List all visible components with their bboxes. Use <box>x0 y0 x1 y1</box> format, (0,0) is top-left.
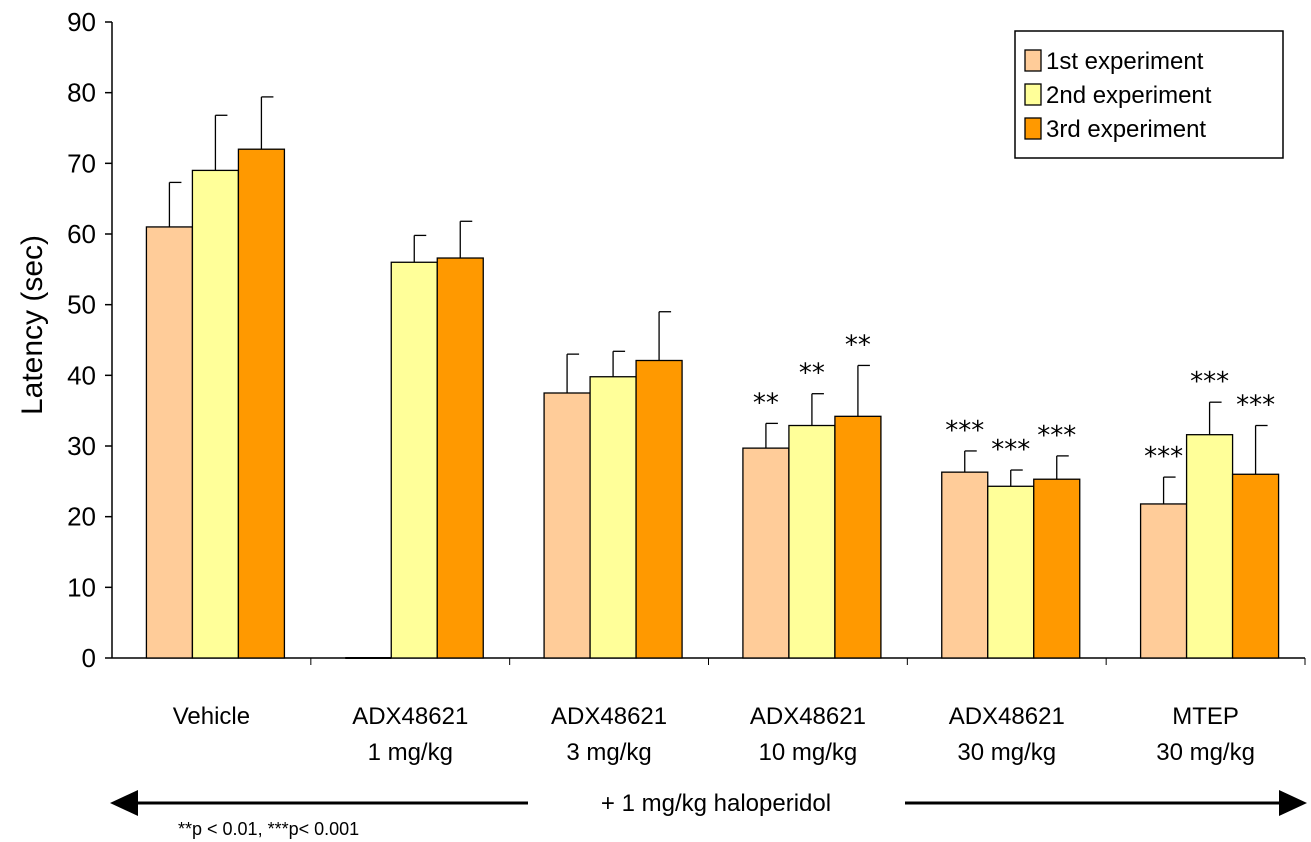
bar <box>237 148 286 659</box>
bar <box>941 471 989 659</box>
category-label: Vehicle <box>173 703 250 730</box>
category-label: ADX48621 <box>949 703 1065 730</box>
bar <box>788 424 836 659</box>
y-tick-label: 40 <box>67 360 96 390</box>
bar <box>987 485 1035 659</box>
legend-box <box>1014 30 1284 159</box>
category-label: 1 mg/kg <box>368 739 453 766</box>
legend: 1st experiment 2nd experiment 3rd experime… <box>1014 30 1284 159</box>
category-label: ADX48621 <box>352 703 468 730</box>
legend-swatch <box>1024 49 1042 72</box>
y-tick-label: 90 <box>67 7 96 37</box>
haloperidol-arrow: + 1 mg/kg haloperidol <box>110 790 1307 817</box>
legend-label: 3rd experiment <box>1046 116 1206 143</box>
legend-swatch <box>1024 83 1042 106</box>
category-label: ADX48621 <box>750 703 866 730</box>
y-tick-label: 30 <box>67 431 96 461</box>
category-label: 10 mg/kg <box>759 739 858 766</box>
bar <box>145 226 194 659</box>
y-tick-label: 20 <box>67 502 96 532</box>
significance-marker: *** <box>1190 367 1229 397</box>
category-label: ADX48621 <box>551 703 667 730</box>
bar <box>191 169 240 659</box>
category-label: 3 mg/kg <box>566 739 651 766</box>
y-tick-label: 10 <box>67 572 96 602</box>
category-label: 30 mg/kg <box>1156 739 1255 766</box>
y-axis-label: Latency (sec) <box>16 235 49 415</box>
bar <box>589 376 637 659</box>
legend-swatch <box>1024 117 1042 140</box>
category-label: 30 mg/kg <box>957 739 1056 766</box>
bar <box>1139 503 1188 659</box>
legend-label: 2nd experiment <box>1046 82 1212 109</box>
y-tick-label: 70 <box>67 148 96 178</box>
bar <box>742 447 790 659</box>
significance-marker: ** <box>753 388 779 418</box>
bar <box>834 415 882 659</box>
significance-markers: ************ ************ <box>753 330 1275 472</box>
category-label: MTEP <box>1172 703 1239 730</box>
bar <box>1185 434 1234 659</box>
x-axis <box>112 657 1306 665</box>
error-bars <box>168 96 1268 504</box>
legend-label: 1st experiment <box>1046 48 1204 75</box>
category-labels: Vehicle ADX48621 1 mg/kg ADX48621 3 mg/kg ADX… <box>173 703 1255 766</box>
bar <box>543 392 591 659</box>
significance-marker: *** <box>1236 391 1275 421</box>
bar <box>1231 473 1280 659</box>
significance-marker: *** <box>991 435 1030 465</box>
bar <box>1033 478 1081 659</box>
bars <box>145 148 1280 659</box>
y-tick-label: 50 <box>67 290 96 320</box>
arrow-head-left <box>110 790 138 816</box>
bar <box>635 359 683 659</box>
footnote: **p < 0.01, ***p< 0.001 <box>178 819 359 839</box>
significance-marker: ** <box>845 330 871 360</box>
significance-marker: *** <box>1037 421 1076 451</box>
significance-marker: ** <box>799 359 825 389</box>
bar <box>390 261 438 659</box>
y-tick-label: 60 <box>67 219 96 249</box>
significance-marker: *** <box>1144 442 1183 472</box>
arrow-head-right <box>1279 790 1307 816</box>
y-axis: 0 10 20 30 40 50 60 70 80 90 <box>67 7 113 673</box>
y-tick-label: 80 <box>67 78 96 108</box>
bar <box>436 257 484 659</box>
y-tick-label: 0 <box>82 643 96 673</box>
arrow-label: + 1 mg/kg haloperidol <box>601 790 831 817</box>
significance-marker: *** <box>945 416 984 446</box>
